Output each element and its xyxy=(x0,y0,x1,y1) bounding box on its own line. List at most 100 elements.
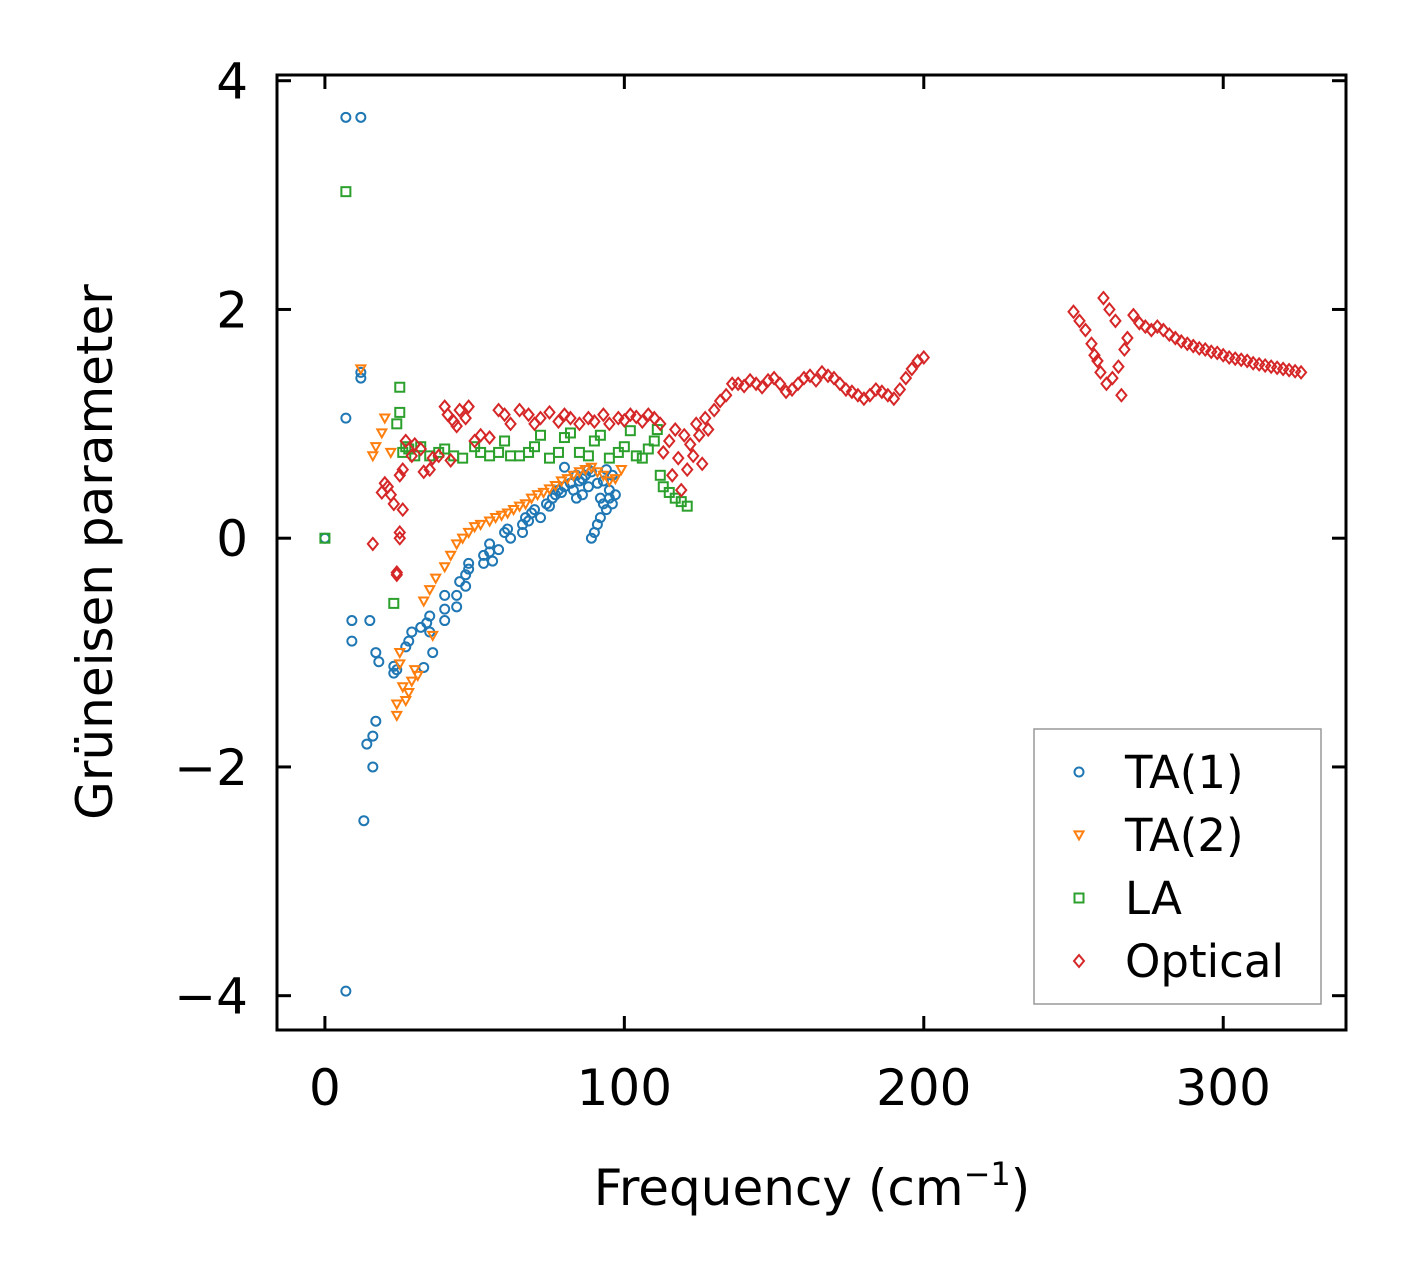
data-point xyxy=(453,402,466,418)
x-tick-label: 300 xyxy=(1176,1059,1271,1117)
data-point xyxy=(462,527,475,540)
data-point xyxy=(803,368,817,384)
data-point xyxy=(507,505,520,517)
data-point xyxy=(609,474,622,486)
data-point xyxy=(543,404,556,420)
data-point xyxy=(387,496,401,512)
data-point xyxy=(463,557,475,569)
data-point xyxy=(582,410,595,426)
data-point xyxy=(692,427,706,443)
data-point xyxy=(493,544,505,556)
data-point xyxy=(460,580,472,592)
data-point xyxy=(414,441,428,457)
data-point xyxy=(552,413,565,430)
data-point xyxy=(417,464,431,480)
data-point xyxy=(384,447,397,459)
data-point xyxy=(340,186,352,198)
data-point xyxy=(366,536,380,552)
data-point xyxy=(346,615,358,627)
data-point xyxy=(537,487,550,500)
data-point xyxy=(408,665,421,677)
data-point xyxy=(552,446,564,458)
data-point xyxy=(393,524,407,541)
data-point xyxy=(460,569,472,581)
series-la xyxy=(319,186,693,609)
data-point xyxy=(531,490,544,502)
x-tick-label: 100 xyxy=(577,1059,672,1117)
data-point xyxy=(1151,319,1164,335)
data-point xyxy=(809,372,823,388)
data-point xyxy=(474,427,487,443)
data-point xyxy=(522,407,535,423)
data-point xyxy=(432,448,445,464)
data-point xyxy=(502,523,514,535)
data-point xyxy=(369,442,383,454)
data-point xyxy=(543,484,556,496)
data-point xyxy=(534,410,547,426)
data-point xyxy=(773,376,787,392)
data-point xyxy=(893,381,907,398)
data-point xyxy=(636,413,649,430)
data-point xyxy=(669,492,681,504)
data-point xyxy=(406,626,418,638)
data-point xyxy=(689,416,703,432)
y-tick-label: −4 xyxy=(174,968,248,1026)
data-point xyxy=(887,391,901,407)
legend-item: LA xyxy=(1073,872,1182,925)
x-tick-label: 200 xyxy=(876,1059,971,1117)
data-point xyxy=(597,407,610,423)
data-point xyxy=(346,635,358,647)
data-point xyxy=(570,492,582,504)
data-point xyxy=(397,446,409,458)
data-point xyxy=(1103,301,1116,318)
data-point xyxy=(564,410,577,426)
data-point xyxy=(657,481,669,493)
data-point xyxy=(612,446,624,458)
data-point xyxy=(636,452,648,464)
data-point xyxy=(505,532,517,544)
data-point xyxy=(393,659,406,671)
data-point xyxy=(558,407,571,423)
data-point xyxy=(429,573,442,585)
legend-label: LA xyxy=(1125,872,1182,925)
data-point xyxy=(405,676,418,688)
data-point xyxy=(489,513,502,525)
axis-ticks: 0 100 200 300 −4 −2 0 2 4 xyxy=(174,53,1346,1117)
data-point xyxy=(1121,330,1134,346)
data-point xyxy=(390,710,403,723)
legend-marker xyxy=(1072,953,1086,969)
data-marks xyxy=(319,111,1308,997)
data-point xyxy=(519,499,532,511)
data-point xyxy=(1094,364,1107,380)
data-point xyxy=(1139,319,1152,335)
data-point xyxy=(463,563,475,575)
data-point xyxy=(361,738,373,750)
data-point xyxy=(815,364,829,380)
data-point xyxy=(513,501,526,513)
data-point xyxy=(663,486,675,498)
data-point xyxy=(390,699,403,711)
legend-item: Optical xyxy=(1072,935,1284,988)
data-point xyxy=(367,730,379,742)
data-point xyxy=(851,387,865,403)
data-point xyxy=(355,111,367,123)
data-point xyxy=(340,111,352,123)
data-point xyxy=(459,410,472,426)
data-point xyxy=(695,456,709,472)
data-point xyxy=(474,519,487,532)
data-point xyxy=(364,615,376,627)
legend-marker xyxy=(1072,830,1086,842)
data-point xyxy=(535,429,547,441)
data-point xyxy=(845,384,859,400)
data-point xyxy=(391,664,403,676)
data-point xyxy=(1163,327,1176,343)
data-point xyxy=(743,372,757,388)
data-point xyxy=(399,696,412,708)
data-point xyxy=(457,452,469,464)
data-point xyxy=(493,446,505,458)
data-point xyxy=(671,450,685,466)
legend-label: TA(1) xyxy=(1124,746,1244,799)
data-point xyxy=(529,441,541,453)
data-point xyxy=(1169,330,1182,346)
